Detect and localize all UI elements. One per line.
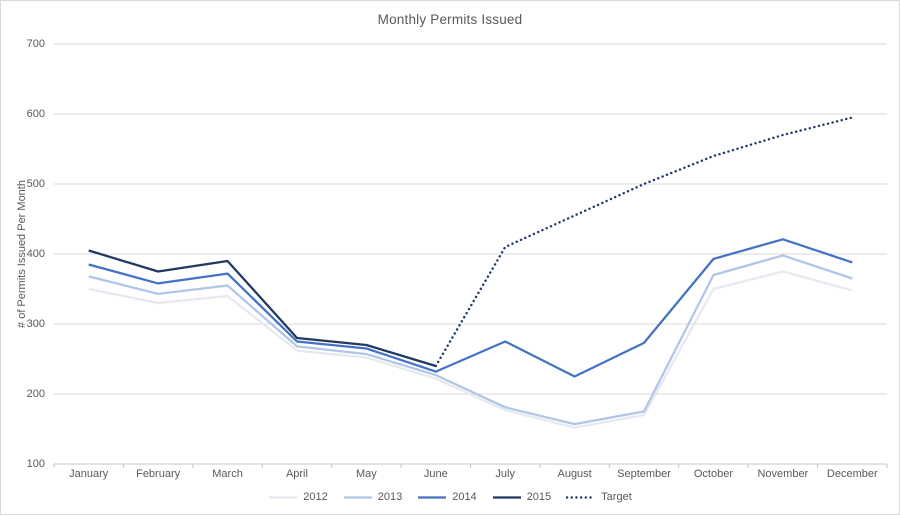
legend-label: 2014 [452,491,477,503]
series-line-2015 [88,249,437,368]
x-tick-label-september: September [617,468,671,480]
legend-item-target: Target [566,491,632,503]
legend-label: 2012 [303,491,328,503]
legend-swatch-target [566,495,597,499]
x-tick-label-december: December [826,468,878,480]
legend-swatch-2013 [343,495,372,499]
y-tick-label-700: 700 [26,37,45,50]
x-tick-label-october: October [693,468,734,480]
legend-item-2014: 2014 [417,491,477,503]
legend-swatch-2015 [492,495,521,499]
y-tick-label-200: 200 [26,387,45,400]
legend-label: Target [601,491,632,503]
x-tick-label-november: November [757,468,809,480]
legend-label: 2013 [377,491,403,503]
x-tick-label-march: March [212,468,243,480]
legend-label: 2015 [526,491,552,503]
x-tick-label-june: June [423,468,448,480]
legend-swatch-2012 [269,495,298,499]
y-tick-label-300: 300 [26,317,45,330]
series-line-2014 [88,238,853,378]
series-line-2013 [88,254,853,426]
y-tick-label-100: 100 [26,457,45,470]
x-tick-label-january: January [69,468,109,480]
chart-title: Monthly Permits Issued [377,12,523,27]
y-tick-label-400: 400 [26,247,45,260]
legend-item-2012: 2012 [268,491,328,503]
legend-item-2013: 2013 [343,491,402,503]
x-tick-label-may: May [355,468,377,480]
legend-item-2015: 2015 [492,491,551,503]
y-tick-label-500: 500 [26,177,45,190]
legend: 2012 2013 2014 2015 Target [1,488,899,506]
legend-swatch-2014 [418,495,447,499]
x-tick-label-february: February [136,468,181,480]
x-tick-label-april: April [285,468,308,480]
series-line-target [434,116,854,368]
y-tick-label-600: 600 [26,107,45,120]
x-tick-label-august: August [557,468,592,480]
series-line-2012 [88,270,853,429]
x-tick-label-july: July [495,468,515,480]
